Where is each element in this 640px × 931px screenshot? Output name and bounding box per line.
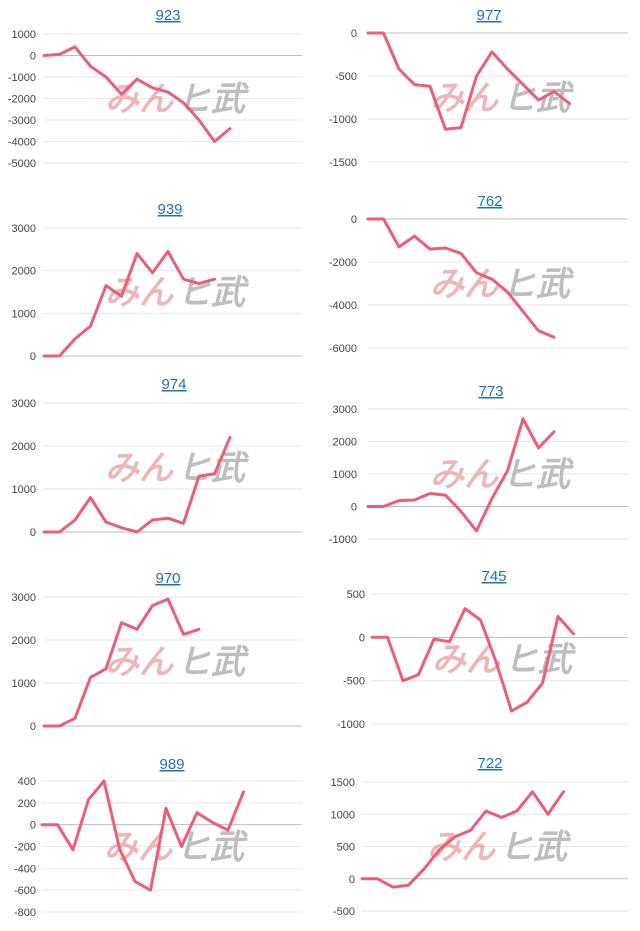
y-tick-label: 2000 [12, 635, 36, 647]
y-tick-label: 400 [18, 776, 36, 788]
y-tick-label: -4000 [329, 300, 357, 312]
y-tick-label: 0 [351, 214, 357, 226]
y-tick-label: 0 [351, 28, 357, 40]
chart-title-link[interactable]: 939 [157, 201, 182, 218]
y-tick-label: -500 [343, 676, 365, 688]
y-tick-label: -1000 [8, 72, 36, 84]
y-tick-label: -5000 [8, 158, 36, 170]
y-tick-label: -1500 [329, 157, 357, 169]
series-line [42, 250, 216, 358]
series-line [42, 597, 201, 728]
series-line [366, 417, 556, 533]
chart-title-link[interactable]: 773 [478, 383, 503, 400]
y-tick-label: 0 [30, 351, 36, 363]
y-tick-label: 3000 [12, 223, 36, 235]
chart-panel-974: 3000 2000 1000 0 みん ヒ武 974 [12, 376, 302, 539]
y-tick-label: 3000 [333, 404, 357, 416]
chart-panel-970: 3000 2000 1000 0 みん ヒ武 970 [12, 570, 302, 733]
watermark-logo-gray: ヒ武 [499, 828, 571, 868]
y-tick-label: 500 [337, 842, 355, 854]
y-tick-label: 0 [30, 51, 36, 63]
y-tick-label: 1000 [333, 469, 357, 481]
series-line [366, 31, 571, 131]
y-tick-label: 1000 [12, 29, 36, 41]
y-tick-label: 1500 [331, 777, 355, 789]
chart-panel-773: 3000 2000 1000 0 -1000 みん ヒ武 773 [329, 383, 628, 546]
y-tick-label: -3000 [8, 115, 36, 127]
series-line [360, 790, 565, 889]
y-tick-label: 0 [30, 527, 36, 539]
chart-title-link[interactable]: 722 [477, 755, 502, 772]
watermark-logo-pink: みん [105, 449, 174, 489]
y-tick-label: 1000 [12, 484, 36, 496]
y-tick-label: 1000 [12, 308, 36, 320]
watermark-logo-pink: みん [430, 265, 499, 305]
watermark-logo-gray: ヒ武 [504, 640, 576, 680]
series-line [40, 779, 245, 892]
y-tick-label: -200 [14, 842, 36, 854]
series-line [42, 45, 232, 143]
series-line [42, 435, 232, 534]
series-line [366, 217, 556, 339]
y-tick-label: 0 [30, 820, 36, 832]
chart-title-link[interactable]: 970 [155, 570, 180, 587]
y-tick-label: -500 [333, 906, 355, 918]
chart-title-link[interactable]: 974 [161, 376, 186, 393]
y-tick-label: -1000 [337, 719, 365, 731]
watermark-logo-gray: ヒ武 [177, 643, 249, 683]
y-tick-label: -2000 [329, 257, 357, 269]
watermark-logo-pink: みん [105, 643, 174, 683]
y-tick-label: 0 [351, 502, 357, 514]
chart-title-link[interactable]: 745 [481, 568, 506, 585]
y-tick-label: -600 [14, 885, 36, 897]
y-tick-label: -1000 [329, 534, 357, 546]
chart-title-link[interactable]: 977 [476, 7, 501, 24]
y-tick-label: 200 [18, 798, 36, 810]
y-tick-label: 1000 [331, 809, 355, 821]
y-tick-label: 500 [347, 589, 365, 601]
watermark-logo-gray: ヒ武 [502, 455, 574, 495]
y-tick-label: -4000 [8, 137, 36, 149]
y-tick-label: 2000 [333, 437, 357, 449]
y-tick-label: 2000 [12, 441, 36, 453]
chart-title-link[interactable]: 762 [477, 193, 502, 210]
y-tick-label: 1000 [12, 678, 36, 690]
y-tick-label: -1000 [329, 114, 357, 126]
y-tick-label: 3000 [12, 592, 36, 604]
y-tick-label: -800 [14, 907, 36, 919]
y-tick-label: -2000 [8, 94, 36, 106]
series-line [370, 607, 575, 713]
y-tick-label: 0 [359, 632, 365, 644]
y-tick-label: -400 [14, 863, 36, 875]
y-tick-label: 2000 [12, 266, 36, 278]
watermark-logo-gray: ヒ武 [177, 449, 249, 489]
y-tick-label: -6000 [329, 343, 357, 355]
y-tick-label: 0 [349, 874, 355, 886]
y-tick-label: 3000 [12, 398, 36, 410]
chart-panel-923: 1000 0 -1000 -2000 -3000 -4000 -5000 みん ヒ武 923 [8, 7, 302, 170]
watermark-logo-gray: ヒ武 [177, 80, 249, 120]
chart-title-link[interactable]: 989 [159, 756, 184, 773]
watermark-logo-pink: みん [430, 455, 499, 495]
watermark-logo-pink: みん [105, 80, 174, 120]
y-tick-label: -500 [335, 71, 357, 83]
y-tick-label: 0 [30, 721, 36, 733]
chart-title-link[interactable]: 923 [155, 7, 180, 24]
